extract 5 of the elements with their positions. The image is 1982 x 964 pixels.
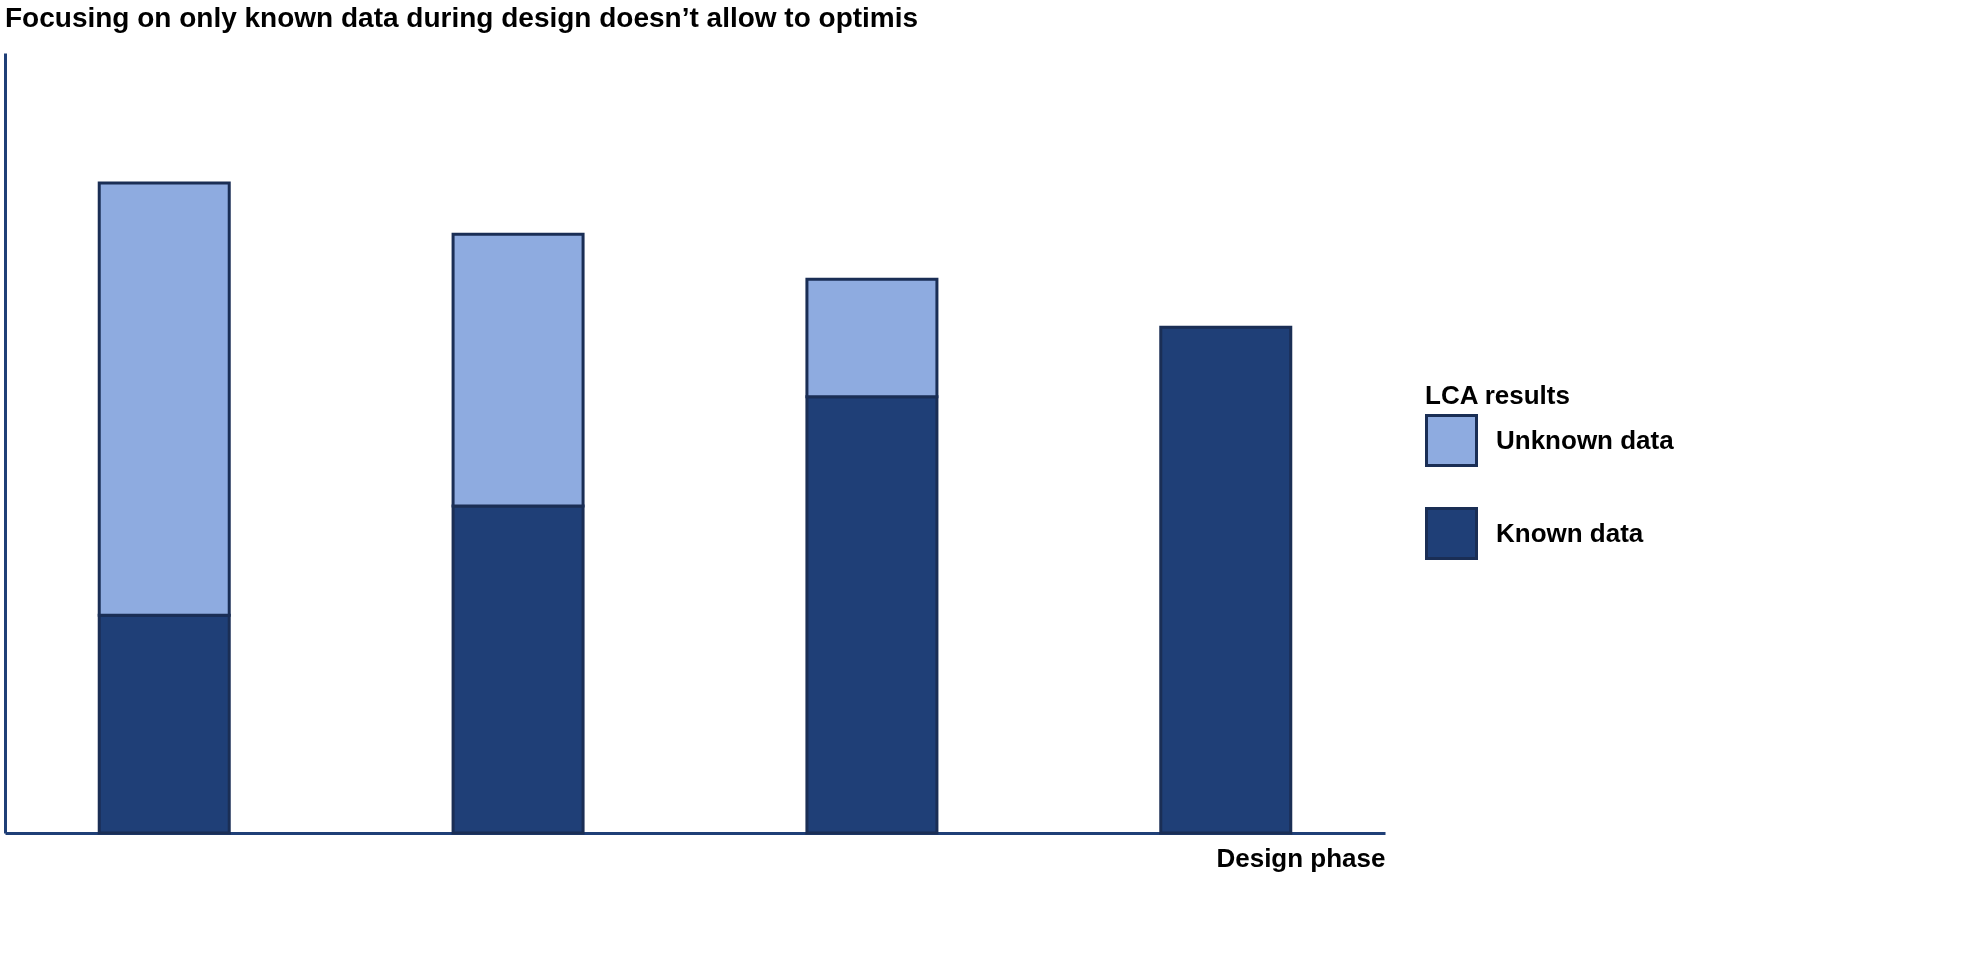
chart-title: Focusing on only known data during design doesn’t allow to optimis — [5, 2, 919, 33]
legend-title: LCA results — [1425, 380, 1570, 410]
legend-label: Unknown data — [1496, 424, 1675, 455]
legend-label: Known data — [1496, 517, 1644, 548]
x-axis-title: Design phase — [1216, 842, 1386, 873]
